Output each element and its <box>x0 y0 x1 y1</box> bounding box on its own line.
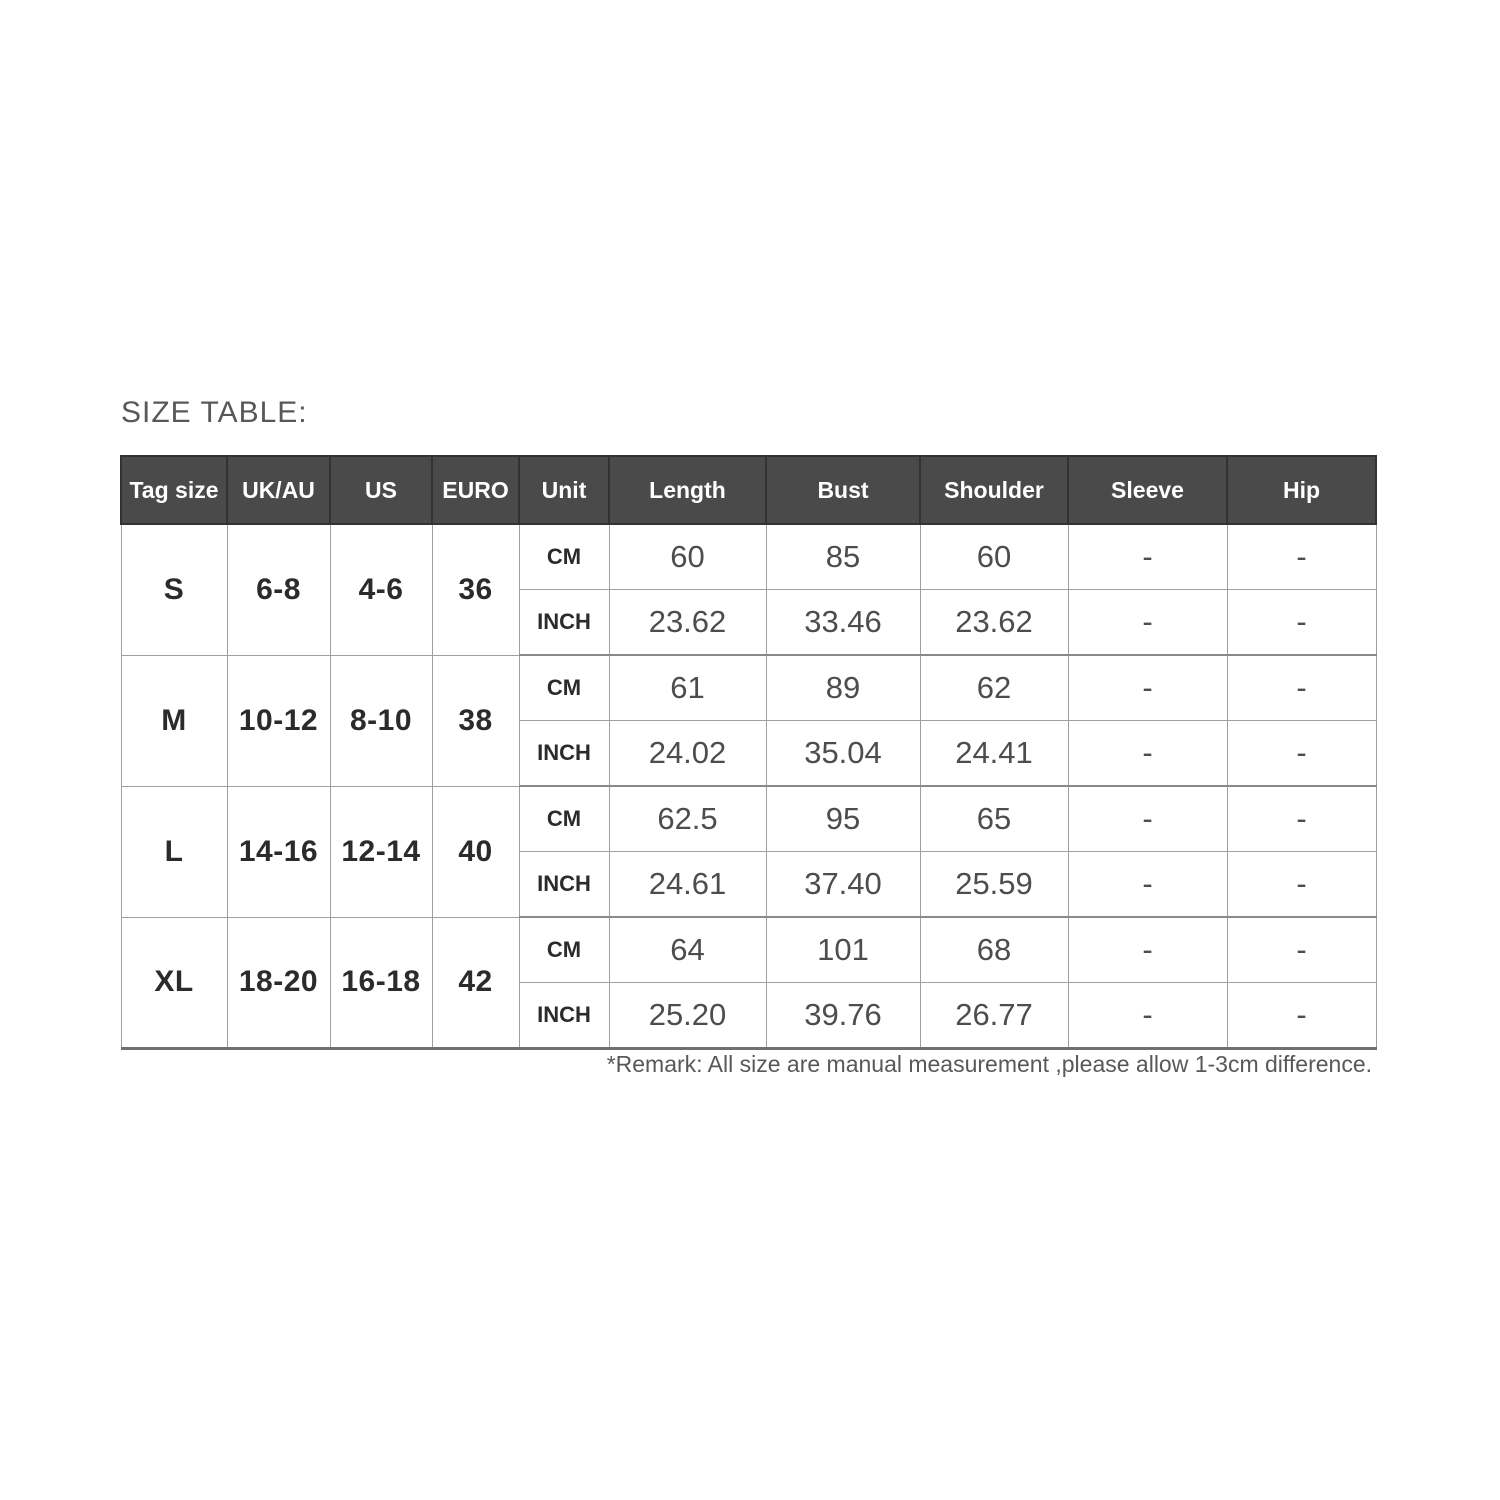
cell-hip-inch: - <box>1226 589 1377 656</box>
cell-length-inch: 24.02 <box>608 720 767 787</box>
cell-shoulder-cm: 68 <box>919 916 1069 983</box>
cell-shoulder-cm: 62 <box>919 654 1069 721</box>
cell-length-cm: 64 <box>608 916 767 983</box>
col-header-shoulder: Shoulder <box>919 455 1069 525</box>
cell-unit-inch: INCH <box>518 982 610 1050</box>
cell-length-cm: 60 <box>608 523 767 590</box>
cell-tag-size: L <box>120 785 228 918</box>
cell-shoulder-inch: 23.62 <box>919 589 1069 656</box>
header-row: Tag size UK/AU US EURO Unit Length Bust … <box>120 455 1377 525</box>
cell-hip-cm: - <box>1226 916 1377 983</box>
col-header-us: US <box>329 455 433 525</box>
cell-bust-cm: 95 <box>765 785 921 852</box>
col-header-length: Length <box>608 455 767 525</box>
cell-hip-inch: - <box>1226 982 1377 1050</box>
table-row-s-inch: INCH 23.62 33.46 23.62 - - <box>121 589 1377 656</box>
cell-hip-cm: - <box>1226 654 1377 721</box>
cell-euro: 38 <box>431 654 520 787</box>
remark-note: *Remark: All size are manual measurement… <box>606 1051 1372 1077</box>
col-header-unit: Unit <box>518 455 610 525</box>
page-title: SIZE TABLE: <box>121 396 308 429</box>
cell-tag-size: XL <box>120 916 228 1049</box>
table-row-m-inch: INCH 24.02 35.04 24.41 - - <box>121 720 1377 787</box>
cell-us: 12-14 <box>329 785 433 918</box>
cell-unit-cm: CM <box>518 916 610 983</box>
cell-sleeve-cm: - <box>1067 785 1228 852</box>
col-header-hip: Hip <box>1226 455 1377 525</box>
cell-us: 4-6 <box>329 523 433 656</box>
cell-unit-cm: CM <box>518 654 610 721</box>
cell-unit-inch: INCH <box>518 851 610 918</box>
cell-euro: 40 <box>431 785 520 918</box>
cell-sleeve-inch: - <box>1067 851 1228 918</box>
cell-bust-inch: 33.46 <box>765 589 921 656</box>
cell-hip-cm: - <box>1226 523 1377 590</box>
table-row-s-cm: S 6-8 4-6 36 CM 60 85 60 - - <box>120 523 1377 656</box>
table-row-l-cm: L 14-16 12-14 40 CM 62.5 95 65 - - <box>120 785 1377 918</box>
cell-length-inch: 25.20 <box>608 982 767 1050</box>
table-row-xl-cm: XL 18-20 16-18 42 CM 64 101 68 - - <box>120 916 1377 1049</box>
cell-uk-au: 6-8 <box>226 523 331 656</box>
cell-uk-au: 10-12 <box>226 654 331 787</box>
cell-sleeve-inch: - <box>1067 589 1228 656</box>
cell-sleeve-cm: - <box>1067 523 1228 590</box>
cell-tag-size: M <box>120 654 228 787</box>
cell-bust-cm: 89 <box>765 654 921 721</box>
cell-shoulder-inch: 26.77 <box>919 982 1069 1050</box>
cell-length-inch: 24.61 <box>608 851 767 918</box>
col-header-euro: EURO <box>431 455 520 525</box>
cell-us: 16-18 <box>329 916 433 1049</box>
cell-sleeve-inch: - <box>1067 982 1228 1050</box>
size-table: Tag size UK/AU US EURO Unit Length Bust … <box>120 455 1377 1050</box>
cell-us: 8-10 <box>329 654 433 787</box>
cell-bust-inch: 39.76 <box>765 982 921 1050</box>
cell-length-cm: 61 <box>608 654 767 721</box>
cell-shoulder-cm: 60 <box>919 523 1069 590</box>
cell-hip-inch: - <box>1226 851 1377 918</box>
cell-unit-cm: CM <box>518 785 610 852</box>
cell-sleeve-cm: - <box>1067 654 1228 721</box>
cell-unit-inch: INCH <box>518 720 610 787</box>
cell-unit-inch: INCH <box>518 589 610 656</box>
cell-bust-cm: 101 <box>765 916 921 983</box>
cell-unit-cm: CM <box>518 523 610 590</box>
col-header-tag-size: Tag size <box>120 455 228 525</box>
cell-shoulder-cm: 65 <box>919 785 1069 852</box>
table-row-l-inch: INCH 24.61 37.40 25.59 - - <box>121 851 1377 918</box>
cell-euro: 42 <box>431 916 520 1049</box>
cell-sleeve-cm: - <box>1067 916 1228 983</box>
cell-bust-cm: 85 <box>765 523 921 590</box>
cell-sleeve-inch: - <box>1067 720 1228 787</box>
col-header-bust: Bust <box>765 455 921 525</box>
cell-tag-size: S <box>120 523 228 656</box>
table-row-m-cm: M 10-12 8-10 38 CM 61 89 62 - - <box>120 654 1377 787</box>
cell-uk-au: 18-20 <box>226 916 331 1049</box>
cell-length-cm: 62.5 <box>608 785 767 852</box>
cell-length-inch: 23.62 <box>608 589 767 656</box>
col-header-uk-au: UK/AU <box>226 455 331 525</box>
cell-bust-inch: 37.40 <box>765 851 921 918</box>
cell-hip-inch: - <box>1226 720 1377 787</box>
col-header-sleeve: Sleeve <box>1067 455 1228 525</box>
cell-shoulder-inch: 25.59 <box>919 851 1069 918</box>
cell-shoulder-inch: 24.41 <box>919 720 1069 787</box>
cell-hip-cm: - <box>1226 785 1377 852</box>
table-row-xl-inch: INCH 25.20 39.76 26.77 - - <box>121 982 1377 1050</box>
cell-uk-au: 14-16 <box>226 785 331 918</box>
cell-bust-inch: 35.04 <box>765 720 921 787</box>
cell-euro: 36 <box>431 523 520 656</box>
